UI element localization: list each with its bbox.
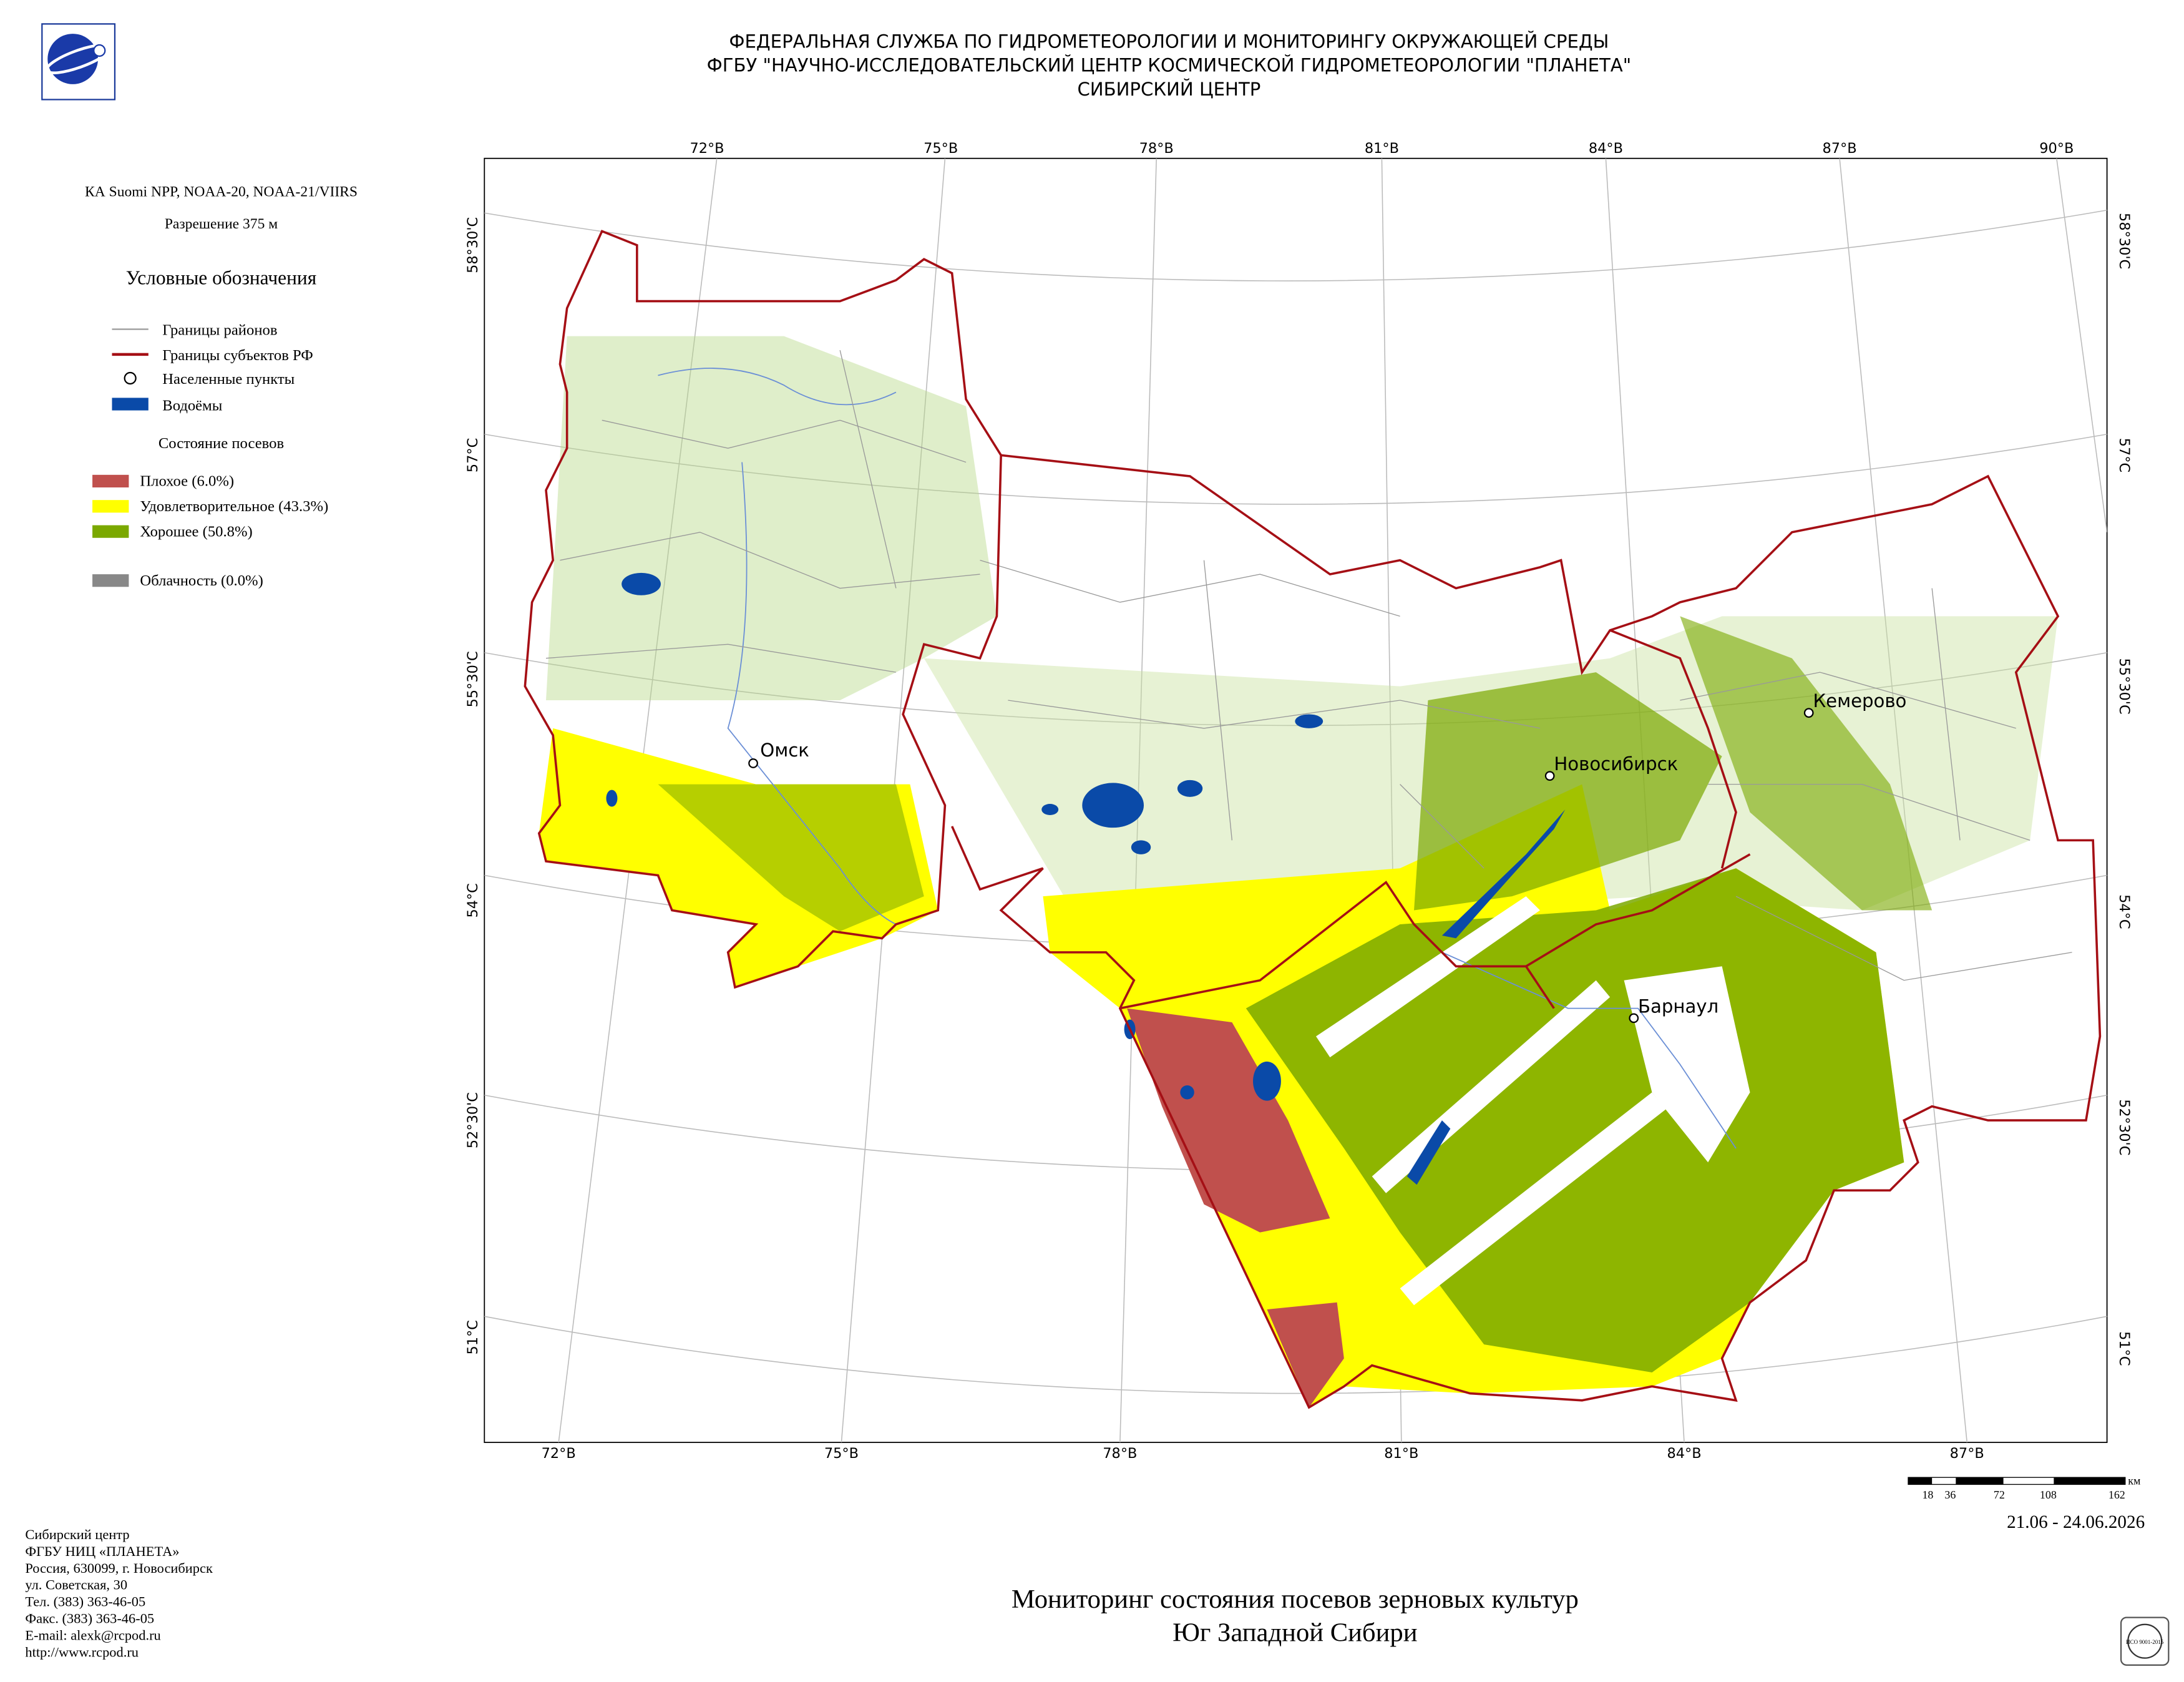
legend-item: Водоёмы bbox=[162, 398, 222, 414]
scale-label: 18 bbox=[1922, 1489, 1933, 1501]
lon-label: 78°В bbox=[1139, 140, 1174, 157]
header-line: СИБИРСКИЙ ЦЕНТР bbox=[1077, 79, 1260, 100]
resolution: Разрешение 375 м bbox=[165, 216, 278, 232]
lon-label: 81°В bbox=[1384, 1445, 1418, 1462]
contact-line: Россия, 630099, г. Новосибирск bbox=[25, 1560, 213, 1576]
lat-label: 52°30'С bbox=[2116, 1099, 2132, 1155]
contact-line: E-mail: alexk@rcpod.ru bbox=[25, 1627, 160, 1643]
lat-label: 55°30'С bbox=[465, 651, 481, 707]
scale-label: 162 bbox=[2108, 1489, 2125, 1501]
lat-label: 58°30'С bbox=[2116, 213, 2132, 269]
crop-item: Удовлетворительное (43.3%) bbox=[140, 498, 328, 515]
lat-label: 55°30'С bbox=[2116, 658, 2132, 715]
city-label: Омск bbox=[760, 740, 809, 761]
lon-label: 75°В bbox=[824, 1445, 859, 1462]
lon-label: 90°В bbox=[2039, 140, 2074, 157]
header: ФЕДЕРАЛЬНАЯ СЛУЖБА ПО ГИДРОМЕТЕОРОЛОГИИ … bbox=[707, 31, 1632, 100]
lat-label: 51°С bbox=[2116, 1331, 2132, 1366]
satellite: КА Suomi NPP, NOAA-20, NOAA-21/VIIRS bbox=[85, 183, 358, 200]
contact-line: Сибирский центр bbox=[25, 1527, 129, 1542]
contact-line: ул. Советская, 30 bbox=[25, 1577, 127, 1593]
crop-item: Хорошее (50.8%) bbox=[140, 524, 252, 540]
lon-label: 87°В bbox=[1950, 1445, 1984, 1462]
map: Омск Новосибирск Кемерово Барнаул bbox=[484, 157, 2108, 1444]
legend-title: Условные обозначения bbox=[126, 267, 316, 289]
legend-item: Границы районов bbox=[162, 321, 277, 338]
scale-label: 72 bbox=[1994, 1489, 2005, 1501]
scale-label: 36 bbox=[1944, 1489, 1956, 1501]
city-label: Кемерово bbox=[1813, 690, 1906, 711]
iso-text: ИСО 9001-2015 bbox=[2126, 1639, 2164, 1645]
legend-item: Населенные пункты bbox=[162, 371, 295, 388]
contact-line: http://www.rcpod.ru bbox=[25, 1644, 139, 1660]
contact-line: Факс. (383) 363-46-05 bbox=[25, 1611, 154, 1626]
header-line: ФЕДЕРАЛЬНАЯ СЛУЖБА ПО ГИДРОМЕТЕОРОЛОГИИ … bbox=[729, 31, 1609, 52]
lon-label: 84°В bbox=[1667, 1445, 1701, 1462]
crops-title: Состояние посевов bbox=[158, 435, 284, 452]
lon-label: 72°В bbox=[542, 1445, 576, 1462]
lat-label: 57°С bbox=[465, 438, 481, 472]
legend-item: Границы субъектов РФ bbox=[162, 347, 313, 364]
lat-label: 54°С bbox=[2116, 894, 2132, 929]
lat-label: 52°30'С bbox=[465, 1092, 481, 1148]
cloud-item: Облачность (0.0%) bbox=[140, 572, 263, 589]
coordinate-labels: 72°В 75°В 78°В 81°В 84°В 87°В 90°В 72°В 75°В 78°В… bbox=[465, 140, 2132, 1462]
city-label: Барнаул bbox=[1638, 995, 1718, 1017]
city-label: Новосибирск bbox=[1554, 753, 1678, 775]
date: 21.06 - 24.06.2026 bbox=[2007, 1512, 2145, 1532]
crop-item: Плохое (6.0%) bbox=[140, 473, 234, 490]
title: Мониторинг состояния посевов зерновых ку… bbox=[1012, 1585, 1579, 1614]
lon-label: 81°В bbox=[1365, 140, 1399, 157]
iso-badge: ИСО 9001-2015 bbox=[2120, 1616, 2170, 1666]
contact-line: Тел. (383) 363-46-05 bbox=[25, 1594, 145, 1610]
lat-label: 57°С bbox=[2116, 438, 2132, 472]
scale-unit: км bbox=[2128, 1474, 2140, 1487]
lat-label: 58°30'С bbox=[465, 217, 481, 273]
lon-label: 84°В bbox=[1589, 140, 1623, 157]
lat-label: 54°С bbox=[465, 883, 481, 917]
lon-label: 78°В bbox=[1103, 1445, 1137, 1462]
title: Юг Западной Сибири bbox=[1172, 1618, 1417, 1648]
legend-symbols bbox=[92, 328, 149, 587]
lat-label: 51°С bbox=[465, 1320, 481, 1354]
logo bbox=[41, 23, 116, 100]
scale-bar bbox=[1908, 1477, 2126, 1485]
contact-line: ФГБУ НИЦ «ПЛАНЕТА» bbox=[25, 1543, 179, 1559]
lon-label: 72°В bbox=[690, 140, 724, 157]
header-line: ФГБУ "НАУЧНО-ИССЛЕДОВАТЕЛЬСКИЙ ЦЕНТР КОС… bbox=[707, 55, 1632, 76]
lon-label: 75°В bbox=[924, 140, 958, 157]
scale-label: 108 bbox=[2040, 1489, 2057, 1501]
lon-label: 87°В bbox=[1823, 140, 1857, 157]
